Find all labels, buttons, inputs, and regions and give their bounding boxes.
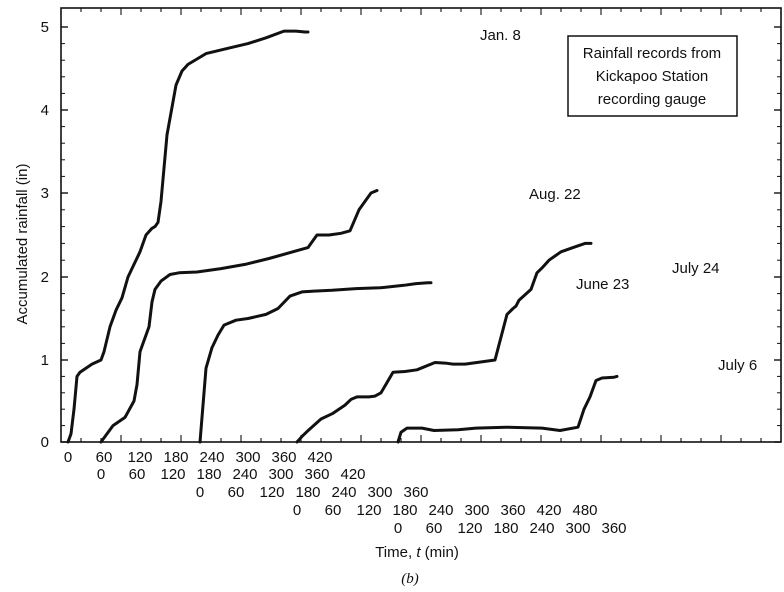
x-tick-label: 360 (304, 466, 329, 483)
legend-line-1: Rainfall records from (583, 45, 721, 62)
series-label: July 24 (672, 260, 720, 277)
x-tick-label: 240 (199, 449, 224, 466)
y-tick-label: 0 (41, 434, 49, 451)
legend-line-2: Kickapoo Station (596, 68, 709, 85)
x-tick-label: 180 (493, 520, 518, 537)
series-line (66, 29, 310, 444)
legend-line-3: recording gauge (598, 91, 706, 108)
x-tick-label: 360 (601, 520, 626, 537)
y-tick-label: 2 (41, 269, 49, 286)
x-tick-label: 420 (340, 466, 365, 483)
legend-box (567, 35, 738, 117)
x-tick-label: 240 (428, 502, 453, 519)
x-tick-label: 420 (307, 449, 332, 466)
x-tick-label: 120 (160, 466, 185, 483)
series-label: June 23 (576, 276, 629, 293)
x-tick-label: 360 (271, 449, 296, 466)
x-tick-label: 180 (196, 466, 221, 483)
x-tick-label: 60 (426, 520, 443, 537)
x-tick-label: 120 (457, 520, 482, 537)
x-tick-label: 360 (403, 484, 428, 501)
chart-legend: Rainfall records from Kickapoo Station r… (567, 35, 738, 117)
y-tick-label: 5 (41, 19, 49, 36)
series-label: July 6 (718, 357, 757, 374)
x-tick-label: 300 (367, 484, 392, 501)
x-axis-title: Time, t (min) (375, 544, 459, 561)
x-tick-label: 0 (196, 484, 204, 501)
x-tick-label: 180 (392, 502, 417, 519)
x-tick-label: 0 (64, 449, 72, 466)
x-tick-label: 180 (163, 449, 188, 466)
figure-caption: (b) (401, 571, 419, 587)
x-tick-label: 300 (464, 502, 489, 519)
x-tick-label: 240 (232, 466, 257, 483)
x-tick-label: 300 (235, 449, 260, 466)
y-tick-label: 3 (41, 185, 49, 202)
x-tick-label: 0 (394, 520, 402, 537)
x-tick-label: 360 (500, 502, 525, 519)
series-line (99, 189, 379, 444)
series-line (198, 281, 433, 444)
x-axis-title-var: t (416, 544, 421, 561)
x-tick-label: 480 (572, 502, 597, 519)
y-axis-title: Accumulated rainfall (in) (14, 164, 31, 325)
x-tick-label: 420 (536, 502, 561, 519)
x-tick-label: 300 (565, 520, 590, 537)
y-tick-label: 1 (41, 352, 49, 369)
x-axis-title-prefix: Time, (375, 544, 416, 561)
series-line (396, 374, 619, 444)
x-tick-label: 180 (295, 484, 320, 501)
x-axis-title-unit: (min) (420, 544, 458, 561)
series-line (295, 241, 593, 444)
y-tick-label: 4 (41, 102, 49, 119)
x-tick-label: 60 (325, 502, 342, 519)
x-tick-label: 120 (127, 449, 152, 466)
x-tick-label: 60 (96, 449, 113, 466)
series-label: Jan. 8 (480, 27, 521, 44)
series-label: Aug. 22 (529, 186, 581, 203)
x-tick-label: 0 (97, 466, 105, 483)
x-tick-label: 0 (293, 502, 301, 519)
x-tick-label: 120 (259, 484, 284, 501)
x-tick-label: 300 (268, 466, 293, 483)
x-tick-label: 60 (129, 466, 146, 483)
x-tick-label: 120 (356, 502, 381, 519)
x-tick-label: 60 (228, 484, 245, 501)
x-tick-label: 240 (331, 484, 356, 501)
x-tick-label: 240 (529, 520, 554, 537)
